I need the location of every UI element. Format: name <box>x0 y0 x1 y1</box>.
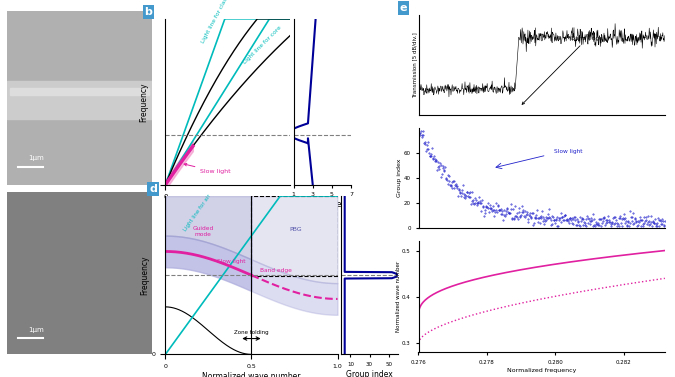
Y-axis label: Normalized wave number: Normalized wave number <box>396 261 401 333</box>
Text: b: b <box>144 7 153 17</box>
X-axis label: Normalized frequency: Normalized frequency <box>507 368 576 373</box>
Text: Light line for air: Light line for air <box>182 193 212 232</box>
Text: Slow light: Slow light <box>184 164 231 174</box>
Text: Slow light: Slow light <box>217 259 246 264</box>
Y-axis label: Group index: Group index <box>398 159 402 198</box>
Bar <box>9 87 149 95</box>
Text: PBG: PBG <box>290 227 302 232</box>
X-axis label: Group index: Group index <box>299 200 346 209</box>
Text: Band edge: Band edge <box>522 36 603 104</box>
Text: Light line for core: Light line for core <box>243 25 283 65</box>
X-axis label: Normalized wave number: Normalized wave number <box>202 372 300 377</box>
Text: e: e <box>400 3 408 13</box>
Y-axis label: Frequency: Frequency <box>140 256 149 295</box>
Text: 1μm: 1μm <box>28 327 45 333</box>
X-axis label: Wave number: Wave number <box>201 203 254 212</box>
Text: 1μm: 1μm <box>28 155 45 161</box>
Text: Band edge: Band edge <box>260 268 292 273</box>
Text: d: d <box>149 184 157 194</box>
Text: Light line for clad: Light line for clad <box>200 0 229 44</box>
Y-axis label: Transmission [5 dB/div.]: Transmission [5 dB/div.] <box>412 32 417 98</box>
Bar <box>251 196 338 276</box>
X-axis label: Group index: Group index <box>346 370 393 377</box>
Text: Zone folding: Zone folding <box>234 330 269 335</box>
Text: Guided
mode: Guided mode <box>192 226 214 237</box>
Y-axis label: Frequency: Frequency <box>139 82 148 121</box>
Text: Slow light: Slow light <box>554 149 583 154</box>
